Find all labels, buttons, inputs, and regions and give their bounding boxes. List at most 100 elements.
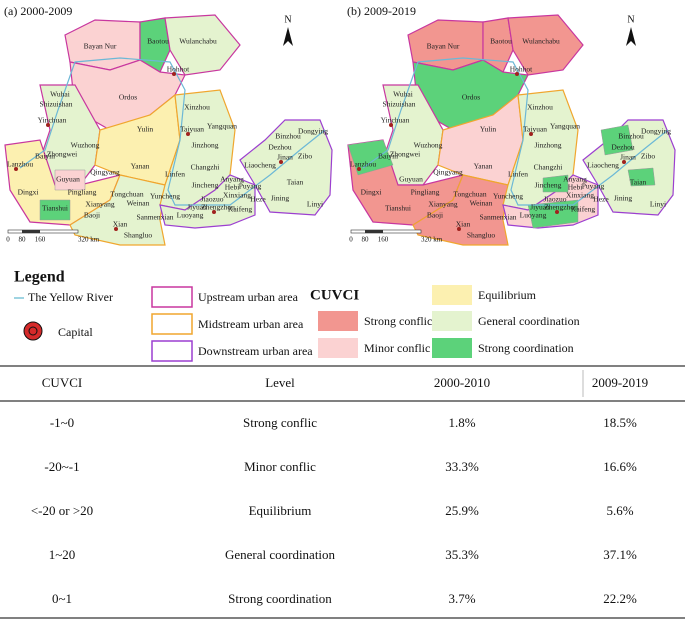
city-label: Weinan bbox=[127, 199, 150, 208]
class-swatch bbox=[432, 338, 472, 358]
city-label: Yinchuan bbox=[38, 116, 67, 125]
region-label: Downstream urban area bbox=[198, 344, 313, 358]
city-label: Pingliang bbox=[68, 188, 97, 197]
city-label: Anyang bbox=[563, 175, 587, 184]
class-swatch bbox=[318, 338, 358, 358]
city-label: Lanzhou bbox=[350, 160, 376, 169]
city-label: Baiyin bbox=[35, 152, 55, 161]
city-label: Dingxi bbox=[361, 188, 382, 197]
scale-label: 320 km bbox=[421, 236, 443, 244]
city-label: Jiaozuo bbox=[201, 195, 224, 204]
city-label: Shizuishan bbox=[383, 100, 416, 109]
city-area bbox=[542, 174, 569, 193]
city-label: Ordos bbox=[462, 93, 480, 102]
scale-bar bbox=[350, 229, 422, 234]
table-cell: Strong conflic bbox=[243, 415, 317, 430]
table-cell: -20~-1 bbox=[44, 459, 79, 474]
city-label: Dingxi bbox=[18, 188, 39, 197]
region-label: Upstream urban area bbox=[198, 290, 299, 304]
city-label: Qingyang bbox=[90, 168, 120, 177]
city-label: Bayan Nur bbox=[427, 42, 460, 51]
city-label: Binzhou bbox=[618, 132, 644, 141]
city-label: Heze bbox=[250, 195, 266, 204]
city-label: Baotou bbox=[147, 37, 169, 46]
city-label: Tianshui bbox=[42, 204, 68, 213]
city-label: Jining bbox=[271, 194, 290, 203]
table-header: CUVCI bbox=[42, 375, 82, 390]
city-label: Jincheng bbox=[192, 181, 219, 190]
city-label: Jinan bbox=[277, 153, 293, 162]
city-label: Pingliang bbox=[411, 188, 440, 197]
capital bbox=[14, 167, 18, 171]
city-label: Wuhai bbox=[50, 90, 70, 99]
city-area bbox=[164, 14, 241, 76]
table: CUVCI Level 2000-2010 2009-2019 -1~0 Strong c… bbox=[0, 365, 685, 619]
scale-label: 0 bbox=[349, 236, 353, 244]
city-label: Wuzhong bbox=[71, 141, 100, 150]
map-title: (b) 2009-2019 bbox=[347, 4, 416, 18]
scale-label: 160 bbox=[378, 236, 389, 244]
city-label: Zhengzhou bbox=[201, 203, 235, 212]
yellow-river bbox=[19, 57, 326, 206]
city-label: Shangluo bbox=[467, 231, 496, 240]
table-cell: 33.3% bbox=[445, 459, 479, 474]
table-cell: 37.1% bbox=[603, 547, 637, 562]
city-label: Changzhi bbox=[534, 163, 563, 172]
legend: Legend The Yellow River Capital CUVCI Up… bbox=[14, 269, 580, 362]
city-label: Ordos bbox=[119, 93, 137, 102]
city-label: Sanmenxian bbox=[479, 213, 516, 222]
city-label: Taiyuan bbox=[523, 125, 547, 134]
capital-label: Capital bbox=[58, 325, 93, 339]
city-label: Puyang bbox=[239, 182, 262, 191]
city-label: Tongchuan bbox=[110, 190, 143, 199]
city-label: Zibo bbox=[641, 152, 655, 161]
maps: (a) 2000-2009 Bayan Nur Baotou Wulanchabu Ho… bbox=[4, 4, 676, 246]
city-label: Tongchuan bbox=[453, 190, 486, 199]
table-cell: Minor conflic bbox=[244, 459, 316, 474]
city-label: Yuncheng bbox=[493, 192, 523, 201]
city-label: Zhengzhou bbox=[544, 203, 578, 212]
city-label: Weinan bbox=[470, 199, 493, 208]
city-label: Dezhou bbox=[611, 143, 635, 152]
table-cell: -1~0 bbox=[50, 415, 74, 430]
north-label: N bbox=[284, 14, 291, 25]
scale-label: 160 bbox=[35, 236, 46, 244]
map: (a) 2000-2009 Bayan Nur Baotou Wulanchabu Ho… bbox=[4, 4, 333, 246]
city-label: Wuzhong bbox=[414, 141, 443, 150]
table-cell: 16.6% bbox=[603, 459, 637, 474]
scale-bar bbox=[7, 229, 79, 234]
region-swatch bbox=[151, 286, 193, 308]
city-label: Jinzhong bbox=[534, 141, 561, 150]
capital bbox=[172, 72, 176, 76]
city-label: Liaocheng bbox=[244, 161, 276, 170]
class-swatch bbox=[318, 311, 358, 331]
city-label: Puyang bbox=[582, 182, 605, 191]
table-header: 2009-2019 bbox=[592, 375, 648, 390]
city-label: Hohhot bbox=[510, 65, 533, 74]
city-label: Xianyang bbox=[85, 200, 114, 209]
map: (b) 2009-2019 Bayan Nur Baotou Wulanchabu Ho… bbox=[347, 4, 676, 246]
city-label: Zibo bbox=[298, 152, 312, 161]
north-arrow bbox=[283, 27, 293, 46]
table-cell: Strong coordination bbox=[228, 591, 332, 606]
city-label: Xinxiang bbox=[223, 191, 251, 200]
city-label: Zhongwei bbox=[390, 150, 420, 159]
city-label: Kaifeng bbox=[571, 205, 595, 214]
city-label: Xian bbox=[113, 220, 128, 229]
city-label: Guyuan bbox=[399, 175, 423, 184]
city-label: Linyi bbox=[650, 200, 666, 209]
table-cell: 3.7% bbox=[448, 591, 475, 606]
table-header: 2000-2010 bbox=[434, 375, 490, 390]
class-label: Strong coordination bbox=[478, 341, 574, 355]
city-label: Wulanchabu bbox=[522, 37, 560, 46]
capital bbox=[457, 227, 461, 231]
city-label: Yuncheng bbox=[150, 192, 180, 201]
region-swatch bbox=[151, 313, 193, 335]
scale-bar bbox=[365, 230, 383, 233]
city-label: Jinzhong bbox=[191, 141, 218, 150]
city-label: Binzhou bbox=[275, 132, 301, 141]
capital bbox=[186, 132, 190, 136]
city-label: Lanzhou bbox=[7, 160, 33, 169]
city-label: Anyang bbox=[220, 175, 244, 184]
